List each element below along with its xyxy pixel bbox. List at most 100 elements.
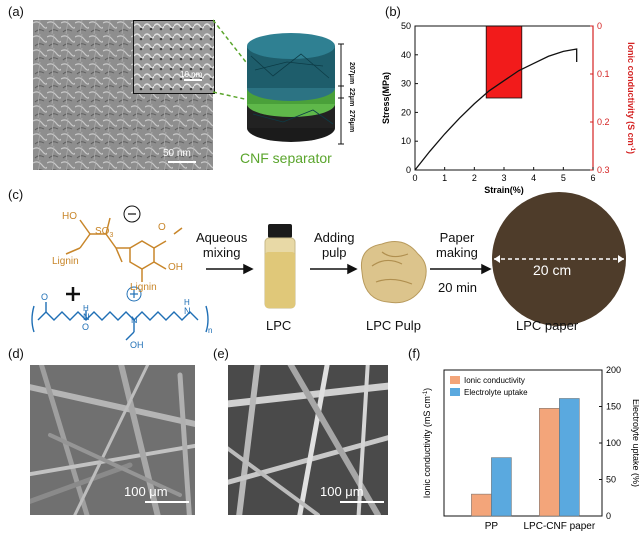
stress-strain-curve [414,48,578,171]
o-methoxy-label: O [158,222,166,233]
y-right-tick-label: 0.3 [597,165,610,175]
x-tick-label: 2 [472,173,477,183]
bar-electrolyte-uptake [559,398,580,517]
separator-stack [247,33,335,142]
y-right-tick-label: 200 [606,365,621,375]
so3-text: SO [95,226,110,237]
bar-ionic-conductivity [539,408,560,517]
conductivity-bar [485,25,523,99]
y-tick-label: 40 [401,50,411,60]
y-axis-label: Ionic conductivity (mS cm-1) [422,388,432,498]
y-right-label-main: Ionic conductivity (S cm [626,42,636,146]
so3-sub: 3 [109,232,114,239]
y-tick-label: 20 [401,107,411,117]
step1-label: Aqueous mixing [196,230,247,260]
step2-label: Adding pulp [314,230,354,260]
step1-line2: mixing [202,245,241,260]
y-right-axis-label: Ionic conductivity (S cm-1) [626,42,636,154]
x-tick-label: 0 [412,173,417,183]
legend-label-ionic: Ionic conductivity [464,376,525,385]
scale-label-e: 100 μm [320,484,364,499]
step2-line2: pulp [321,245,347,260]
lpc-paper-image [492,192,626,326]
step3-line2: making [436,245,478,260]
zoom-lines [213,19,250,101]
scale-bar-d [145,501,189,503]
product2-label: LPC Pulp [366,318,421,333]
separator-caption: CNF separator [240,150,332,166]
main-scale-bar-a [168,161,196,163]
poly-n-subscript: n [208,326,213,335]
step3-label: Paper making [436,230,478,260]
process-arrows [206,263,492,275]
y-right-tick-label: 50 [606,475,616,485]
ho-label: HO [62,211,77,222]
panel-a-label: (a) [8,4,24,19]
step3-time: 20 min [438,280,478,295]
poly-o2-label: O [82,322,90,332]
x-category-label: LPC-CNF paper [523,521,595,532]
sem-texture-e [228,365,388,515]
paper-diameter-label: 20 cm [533,262,572,278]
chemical-structures [31,205,209,341]
poly-n3-label: N [184,306,191,316]
poly-o1-label: O [41,292,49,302]
y-right-axis-label: Electrolyte uptake (%) [631,399,639,487]
product3-label: LPC paper [516,318,579,333]
panel-e-label: (e) [213,346,229,361]
oh-label: OH [168,262,183,273]
y-label-main: Ionic conductivity (mS cm [422,396,432,498]
legend-swatch-uptake [450,388,460,396]
step3-line1: Paper [439,230,475,245]
panel-b-label: (b) [385,4,401,19]
inset-texture [134,21,214,93]
lpc-pulp-image [360,241,427,304]
x-tick-label: 5 [561,173,566,183]
poly-n2-label: N [131,315,138,325]
x-axis-label: Strain(%) [484,185,524,195]
y-tick-label: 0 [406,165,411,175]
sem-image-e [228,365,388,515]
y-tick-label: 30 [401,79,411,89]
x-tick-label: 4 [531,173,536,183]
poly-h1-label: H [83,304,89,313]
panel-f-label: (f) [408,346,421,361]
main-scale-label-a: 50 nm [163,148,191,159]
sem-inset-a: 10 nm [133,20,215,94]
thickness-scale [338,43,344,145]
lignin-label-2: Lignin [130,282,157,293]
stress-strain-chart: 0 1 2 3 4 5 6 0 10 20 30 40 50 0.3 0.2 0.1 0 Strain(%) Str… [381,21,636,195]
bar-ionic-conductivity [471,493,492,517]
step2-line1: Adding [314,230,355,245]
x-tick-label: 3 [501,173,506,183]
inset-scale-label: 10 nm [180,70,203,79]
y-right-tick-label: 150 [606,402,621,412]
scale-label-d: 100 μm [124,484,168,499]
poly-h2-label: H [184,298,190,307]
conductivity-uptake-chart: PP LPC-CNF paper 0 50 100 150 200 Ionic conduct… [422,365,639,532]
y-right-tick-label: 0 [606,511,611,521]
y-right-tick-label: 0.1 [597,69,610,79]
sem-image-d [30,365,195,515]
y-tick-label: 10 [401,136,411,146]
thickness-middle: 22μm [348,88,355,107]
so3-label: SO3 [95,226,113,239]
y-right-tick-label: 100 [606,438,621,448]
y-right-label-tail: ) [626,151,636,154]
x-tick-label: 6 [590,173,595,183]
y-label-tail: ) [422,388,432,391]
bar-electrolyte-uptake [491,457,512,517]
lignin-label-1: Lignin [52,256,79,267]
y-label-sup: -1 [423,390,429,396]
y-tick-label: 50 [401,21,411,31]
y-right-tick-label: 0 [597,21,602,31]
step1-line1: Aqueous [196,230,248,245]
y-right-label-sup: -1 [629,146,635,152]
y-right-tick-label: 0.2 [597,117,610,127]
thickness-top: 207μm [348,62,355,85]
y-axis-label: Stress(MPa) [381,72,391,124]
panel-d-label: (d) [8,346,24,361]
sem-texture-d [30,365,195,515]
poly-oh-label: OH [130,340,144,350]
lpc-vial-image [264,224,296,309]
